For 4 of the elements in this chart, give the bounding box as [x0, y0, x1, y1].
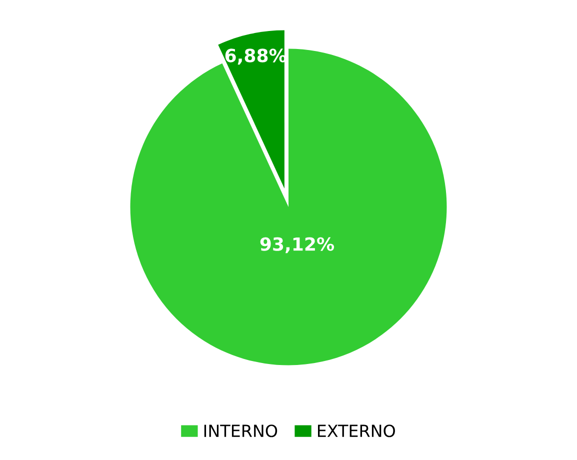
- legend-label: EXTERNO: [318, 424, 395, 438]
- data-label: 93,12%: [260, 237, 334, 254]
- legend-label: INTERNO: [204, 424, 278, 438]
- data-label: 6,88%: [225, 48, 286, 65]
